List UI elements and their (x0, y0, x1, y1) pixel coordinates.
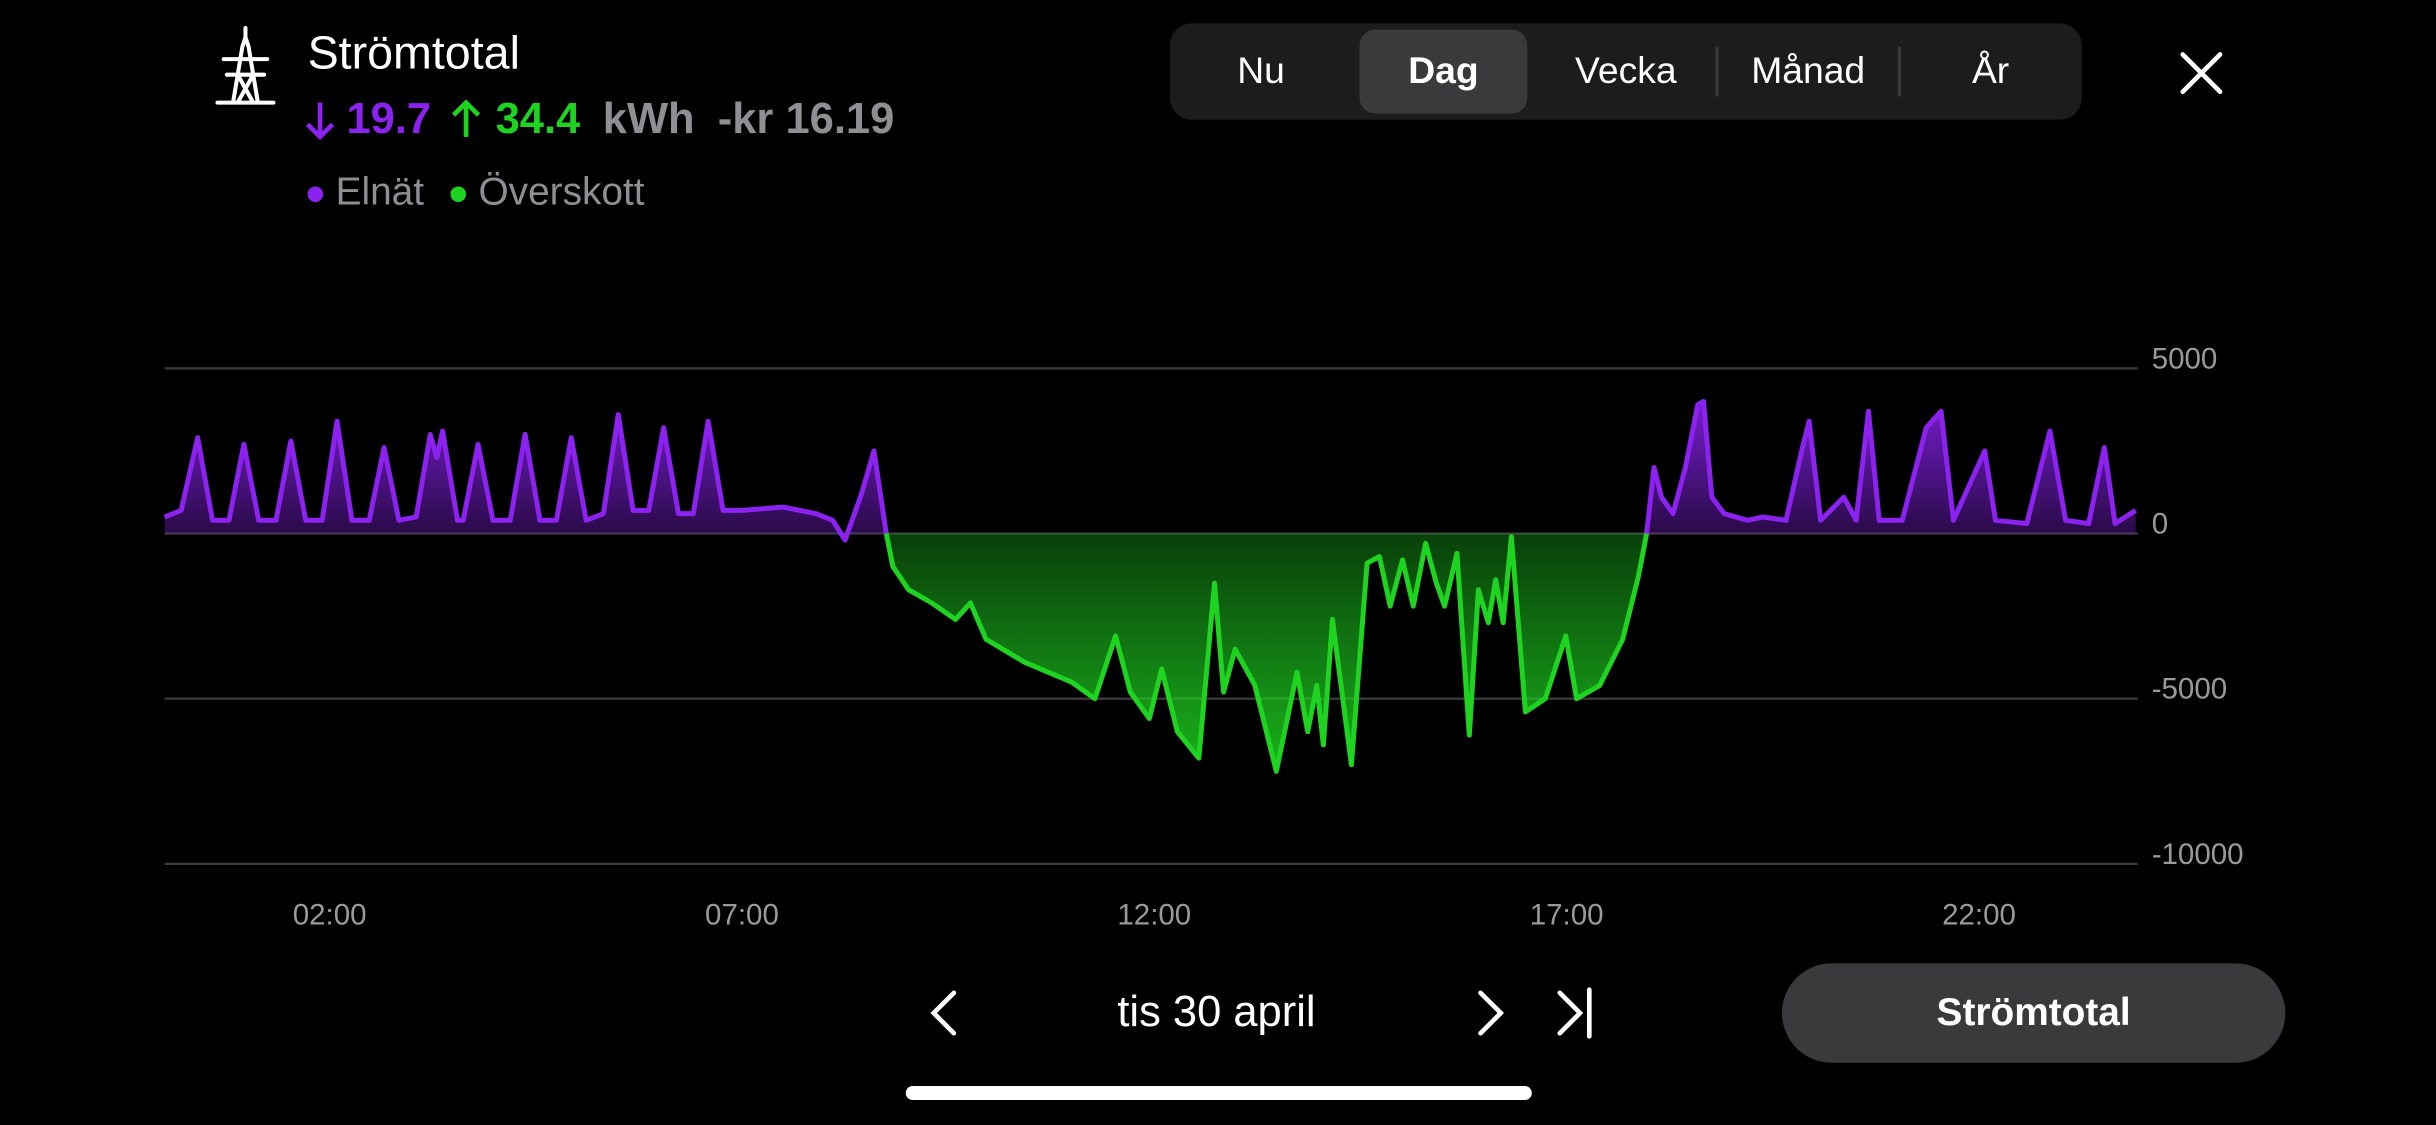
chart: 5000 0 -5000 -10000 02:00 07:00 12:00 17:00 22:0… (163, 342, 2244, 932)
line (883, 533, 1650, 774)
tab-selected (1359, 29, 1528, 114)
export-value: 34.4 (496, 95, 581, 143)
import-arrow (305, 102, 335, 141)
line (1644, 398, 2138, 534)
date: tis 30 april (1117, 988, 1315, 1036)
tab[interactable]: Vecka (1575, 49, 1677, 91)
y-tick-label: -5000 (2152, 673, 2227, 706)
tabs: Nu Dag Vecka Månad År (1237, 29, 2009, 114)
title: Strömtotal (308, 26, 520, 78)
x-tick-label: 22:00 (1942, 899, 2016, 932)
legend-dot (450, 186, 467, 203)
export-arrow (451, 99, 481, 137)
x-tick-label: 17:00 (1530, 899, 1604, 932)
area (886, 533, 1647, 772)
legend: Elnät Överskott (307, 171, 645, 214)
cost: -kr 16.19 (718, 95, 895, 143)
area (1646, 401, 2136, 534)
tower-icon (215, 26, 276, 105)
next-button[interactable] (1478, 990, 1505, 1036)
legend-dot (307, 186, 324, 203)
tab[interactable]: Nu (1237, 49, 1285, 91)
x-tick-label: 02:00 (293, 899, 367, 932)
mode-button-label[interactable]: Strömtotal (1937, 991, 2131, 1034)
legend-label: Överskott (478, 171, 644, 214)
unit: kWh (603, 95, 695, 143)
y-tick-label: 0 (2152, 508, 2168, 541)
line (163, 412, 889, 543)
x-tick-label: 07:00 (705, 899, 779, 932)
tab[interactable]: Månad (1751, 49, 1865, 91)
y-tick-label: -10000 (2152, 838, 2244, 871)
import-value: 19.7 (346, 95, 431, 143)
last-button[interactable] (1557, 987, 1592, 1039)
home-indicator (905, 1086, 1532, 1101)
y-tick-label: 5000 (2152, 342, 2218, 375)
x-tick-label: 12:00 (1117, 899, 1191, 932)
prev-button[interactable] (930, 990, 957, 1036)
mode-button[interactable] (1781, 963, 2286, 1063)
close-button[interactable] (2180, 52, 2223, 95)
legend-label: Elnät (336, 171, 425, 214)
tab[interactable]: Dag (1408, 49, 1478, 91)
tab[interactable]: År (1972, 49, 2009, 91)
